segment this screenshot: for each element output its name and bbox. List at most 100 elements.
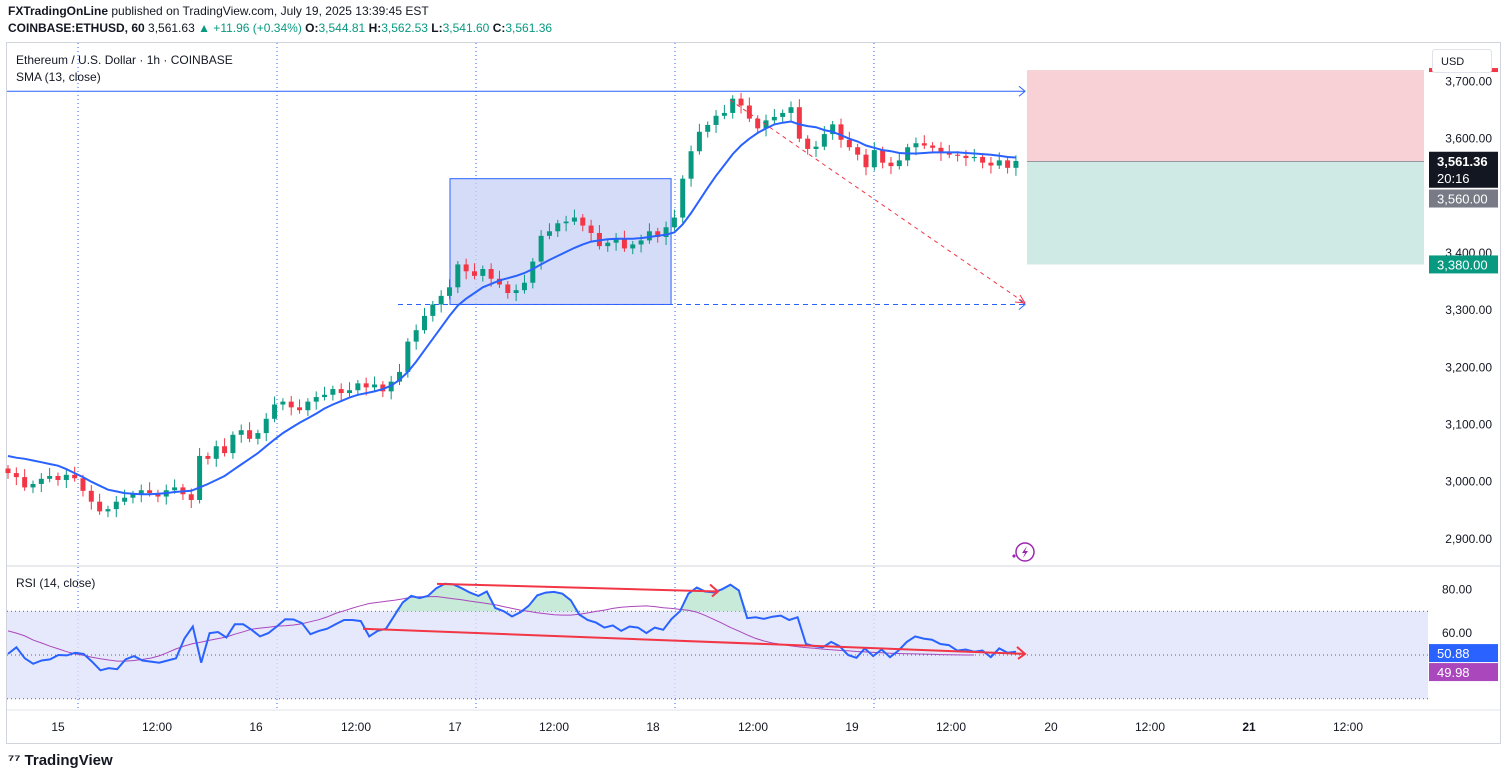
published-line: FXTradingOnLine published on TradingView… (8, 4, 429, 18)
candle-body (413, 330, 419, 342)
time-tick-label: 12:00 (341, 720, 371, 734)
candle-body (588, 225, 594, 233)
time-tick-label: 18 (646, 720, 660, 734)
sma-legend[interactable]: SMA (13, close) (16, 70, 101, 84)
candle (563, 215, 569, 232)
candle (621, 230, 627, 252)
candle-body (380, 384, 386, 392)
candle (846, 131, 852, 151)
projection-arrow-line[interactable] (729, 99, 1026, 304)
candle-body (721, 112, 727, 116)
lightning-icon[interactable] (1012, 542, 1035, 562)
candle (230, 431, 236, 459)
rsi-tick-label: 60.00 (1442, 626, 1472, 640)
rsi-divergence-top-line[interactable] (436, 582, 719, 593)
candle (888, 156, 894, 175)
candle (546, 223, 552, 240)
open-value: 3,544.81 (318, 21, 366, 35)
candle (705, 121, 711, 138)
candle-body (5, 468, 11, 474)
rsi-legend[interactable]: RSI (14, close) (16, 576, 96, 590)
publisher-name[interactable]: FXTradingOnLine (8, 4, 109, 18)
rsi-ma-value-label: 49.98 (1437, 665, 1470, 680)
candle (113, 495, 119, 518)
rsi-tick-label: 80.00 (1442, 582, 1472, 596)
candle-body (63, 474, 69, 480)
candle (863, 148, 869, 176)
currency-button[interactable]: USD (1432, 49, 1492, 73)
candle-body (555, 223, 561, 232)
candle-body (488, 269, 494, 279)
candle-body (655, 231, 661, 237)
candle (755, 115, 761, 135)
candle-body (22, 477, 28, 488)
candle-body (280, 401, 286, 405)
rsi-axis[interactable]: 60.00 80.00 (1442, 582, 1472, 640)
candle-body (97, 501, 103, 512)
candle-body (272, 404, 278, 419)
candle-body (796, 107, 802, 139)
candle (30, 480, 36, 494)
candle (763, 114, 769, 137)
rsi-overbought-fill (394, 583, 504, 612)
candle (105, 505, 111, 518)
time-tick-label: 21 (1242, 720, 1256, 734)
candle (555, 219, 561, 237)
candle (297, 399, 303, 414)
stop-loss-zone[interactable] (1027, 70, 1424, 162)
candle-body (372, 384, 378, 388)
candle-body (705, 124, 711, 132)
tradingview-logo-icon: ⁷⁷ (8, 752, 25, 769)
candle-body (205, 455, 211, 459)
candle (13, 467, 19, 486)
candle-body (113, 501, 119, 510)
candle (680, 175, 686, 224)
candle-body (505, 284, 511, 294)
candle (905, 143, 911, 167)
time-axis[interactable]: 15 12:00 16 12:00 17 12:00 18 12:00 19 12:00 20 12:… (51, 720, 1363, 734)
candle (896, 152, 902, 170)
candle-body (788, 107, 794, 113)
price-axis[interactable]: 2,900.00 3,000.00 3,100.00 3,200.00 3,300.00… (1445, 74, 1492, 545)
candle (571, 209, 577, 225)
candle-body (13, 473, 19, 478)
candle-body (913, 143, 919, 148)
candle-body (755, 118, 761, 129)
range-box[interactable] (449, 178, 672, 305)
candle-body (238, 430, 244, 435)
candle (913, 137, 919, 156)
time-tick-label: 15 (51, 720, 65, 734)
candle (338, 383, 344, 402)
candle-body (563, 221, 569, 224)
candle-body (496, 278, 502, 285)
time-tick-label: 12:00 (1135, 720, 1165, 734)
candle (263, 413, 269, 442)
candle-body (996, 160, 1002, 166)
take-profit-zone[interactable] (1027, 161, 1424, 265)
candle-body (688, 151, 694, 179)
candle-body (263, 418, 269, 434)
candle (738, 92, 744, 114)
candle (355, 379, 361, 396)
candle-body (830, 124, 836, 135)
rsi-divergence-bottom-line[interactable] (362, 627, 1026, 655)
candle-body (855, 147, 861, 155)
candle (688, 145, 694, 187)
candle-body (538, 235, 544, 262)
candle-body (122, 497, 128, 502)
candle (97, 493, 103, 515)
time-tick-label: 17 (448, 720, 462, 734)
candle (388, 375, 394, 400)
candle-body (880, 150, 886, 163)
rsi-overbought-fill (520, 591, 580, 612)
candle-body (305, 401, 311, 411)
candle-body (155, 493, 161, 497)
candle (463, 258, 469, 280)
chart-title[interactable]: Ethereum / U.S. Dollar · 1h · COINBASE (16, 53, 233, 67)
candle-body (422, 315, 427, 331)
axis-price-labels: 3,561.36 20:16 3,560.00 3,380.00 50.88 4… (1429, 68, 1498, 682)
time-tick-label: 12:00 (936, 720, 966, 734)
candle-body (821, 134, 827, 147)
countdown-label: 20:16 (1437, 171, 1470, 186)
